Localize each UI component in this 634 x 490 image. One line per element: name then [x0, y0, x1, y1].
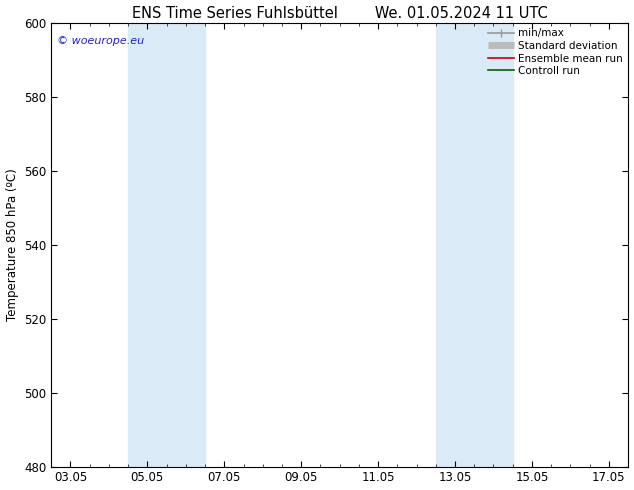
- Bar: [128, 23, 205, 466]
- Text: © woeurope.eu: © woeurope.eu: [57, 36, 144, 47]
- Legend: min/max, Standard deviation, Ensemble mean run, Controll run: min/max, Standard deviation, Ensemble me…: [485, 25, 626, 79]
- Title: ENS Time Series Fuhlsbüttel        We. 01.05.2024 11 UTC: ENS Time Series Fuhlsbüttel We. 01.05.20…: [132, 5, 548, 21]
- Bar: [436, 23, 513, 466]
- Y-axis label: Temperature 850 hPa (ºC): Temperature 850 hPa (ºC): [6, 169, 18, 321]
